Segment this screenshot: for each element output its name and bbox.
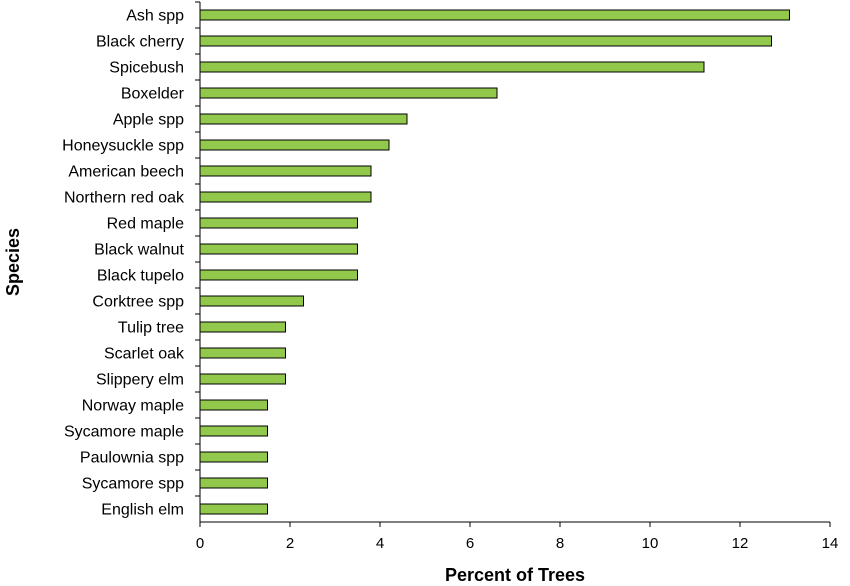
bar xyxy=(199,451,268,463)
bar xyxy=(199,9,790,21)
bar xyxy=(199,425,268,437)
bar xyxy=(199,87,498,99)
bar xyxy=(199,217,358,229)
bar xyxy=(199,113,408,125)
bar xyxy=(199,191,372,203)
bar xyxy=(199,373,286,385)
category-label: Northern red oak xyxy=(64,190,185,207)
category-label: Black tupelo xyxy=(97,268,184,285)
x-tick-label: 12 xyxy=(732,535,749,552)
bar xyxy=(199,35,772,47)
bar xyxy=(199,243,358,255)
bar xyxy=(199,477,268,489)
category-label: Tulip tree xyxy=(118,320,184,337)
category-label: Sycamore spp xyxy=(82,476,184,493)
category-label: Black cherry xyxy=(96,34,184,51)
y-axis-title: Species xyxy=(3,228,23,296)
bar xyxy=(199,399,268,411)
x-tick-label: 2 xyxy=(286,535,294,552)
x-tick-label: 10 xyxy=(642,535,659,552)
category-label: Honeysuckle spp xyxy=(62,138,184,155)
category-label: English elm xyxy=(101,502,184,519)
x-tick-label: 4 xyxy=(376,535,384,552)
bar xyxy=(199,347,286,359)
bar xyxy=(199,139,390,151)
category-label: Apple spp xyxy=(113,112,184,129)
x-tick-label: 6 xyxy=(466,535,474,552)
category-label: Slippery elm xyxy=(96,372,184,389)
category-label: Boxelder xyxy=(121,86,185,103)
category-label: Paulownia spp xyxy=(80,450,184,467)
bar xyxy=(199,165,372,177)
bars-group xyxy=(195,1,790,515)
category-labels: Ash spp Black cherry Spicebush Boxelder Appl… xyxy=(62,8,185,519)
bar xyxy=(199,321,286,333)
category-label: Black walnut xyxy=(94,242,184,259)
category-label: Norway maple xyxy=(82,398,184,415)
x-tick-label: 0 xyxy=(196,535,204,552)
category-label: Sycamore maple xyxy=(64,424,184,441)
bar xyxy=(199,503,268,515)
category-label: Corktree spp xyxy=(92,294,184,311)
category-label: American beech xyxy=(68,164,184,181)
bar xyxy=(199,61,705,73)
category-label: Spicebush xyxy=(109,60,184,77)
x-tick-label: 14 xyxy=(822,535,839,552)
x-tick-label: 8 xyxy=(556,535,564,552)
category-label: Ash spp xyxy=(126,8,184,25)
x-axis-title: Percent of Trees xyxy=(445,565,585,585)
bar xyxy=(199,269,358,281)
bar xyxy=(199,295,304,307)
x-axis-ticks: 0 2 4 6 8 10 12 14 xyxy=(196,522,839,552)
category-label: Scarlet oak xyxy=(104,346,185,363)
category-label: Red maple xyxy=(107,216,184,233)
